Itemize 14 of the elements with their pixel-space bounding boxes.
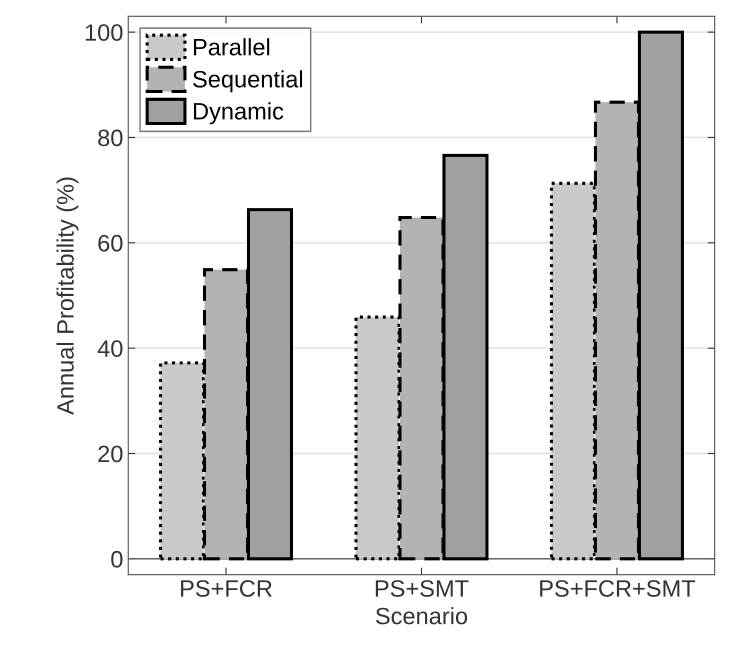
- legend-label: Dynamic: [194, 102, 284, 124]
- x-tick-label: PS+FCR+SMT: [540, 580, 696, 597]
- y-tick-label: 40: [98, 340, 122, 357]
- x-axis-title: Scenario: [376, 607, 468, 624]
- y-tick-label: 80: [98, 130, 122, 146]
- x-tick-label: PS+FCR: [181, 580, 272, 597]
- y-tick-label: 60: [98, 234, 122, 252]
- y-tick-label: 20: [98, 446, 122, 462]
- y-tick-label: 0: [111, 550, 122, 568]
- legend-label: Parallel: [194, 38, 270, 56]
- legend-label: Sequential: [193, 70, 302, 92]
- y-tick-label: 100: [86, 24, 122, 41]
- y-axis-title: Annual Profitability (%): [56, 178, 78, 415]
- x-tick-label: PS+SMT: [376, 580, 468, 597]
